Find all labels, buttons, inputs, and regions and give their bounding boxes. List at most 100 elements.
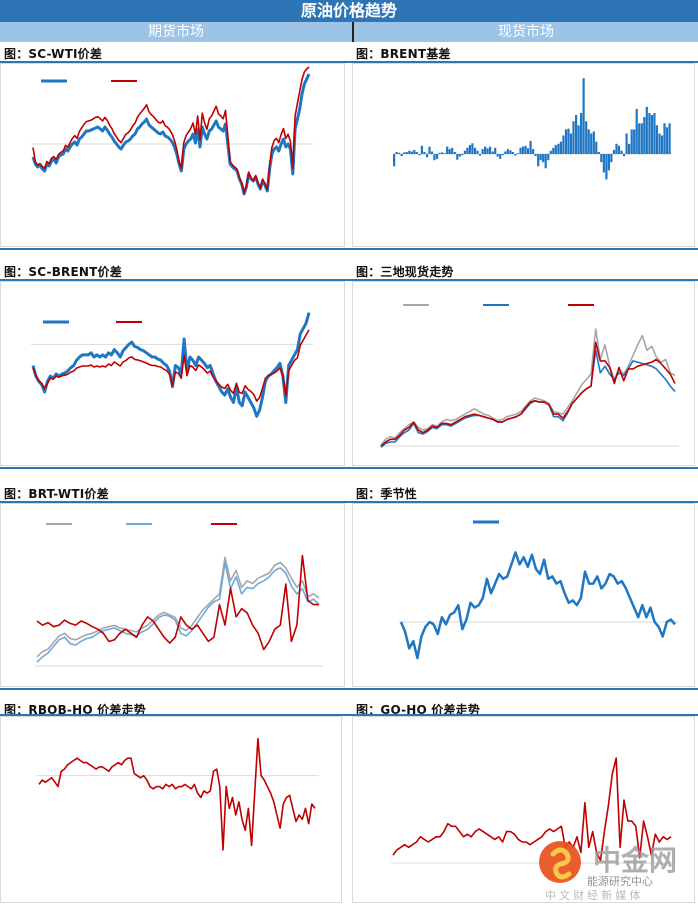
divider-rule [0,279,698,281]
bar [542,154,545,163]
bar [544,154,547,169]
series-line-3 [36,554,319,651]
series-line-1 [399,551,676,660]
chart-title-three-spot: 图：三地现货走势 [356,265,454,279]
bar [564,129,568,154]
section-futures-header: 期货市场 [0,22,352,42]
bar [481,149,484,154]
divider-rule [0,61,698,63]
chart-title-brent-basis: 图：BRENT基差 [356,47,451,61]
chart-go-ho [391,757,675,864]
series-line-2 [36,561,320,663]
bar [461,154,464,156]
bar [476,150,479,154]
bar [410,151,413,154]
bar [425,154,429,158]
bar [668,123,671,155]
bar [597,152,600,154]
chart-title-go-ho: 图：GO-HO 价差走势 [356,703,481,717]
bar [592,131,595,154]
bar [610,154,613,163]
series-line-1 [392,757,672,862]
bar [446,146,449,154]
bar [516,153,519,154]
bar [640,123,643,155]
bar [628,143,631,155]
bar [582,78,585,154]
bar [448,149,451,154]
bar [645,106,648,154]
chart-seasonality [399,520,679,660]
bar [587,129,590,154]
chart-panel-go-ho [352,716,695,903]
chart-brent-basis [393,78,671,180]
bar [463,150,466,154]
bar [466,147,469,154]
bar [557,143,560,155]
bar [602,154,605,173]
series-line-1 [38,737,316,851]
bar [423,152,426,154]
bar [567,128,570,154]
bar [534,154,537,157]
bar [615,143,618,155]
bar [529,140,532,154]
chart-title-seasonality: 图：季节性 [356,487,418,501]
bar [415,152,418,154]
divider-rule [0,688,698,690]
bar [590,133,593,154]
bar [526,148,530,154]
bar [552,147,555,154]
bar [443,153,446,154]
chart-sc-wti [31,66,313,196]
series-line-2 [380,349,676,448]
bar [665,127,669,154]
bar [521,146,525,154]
bar [577,125,580,154]
bar [453,152,456,154]
chart-sc-brent [31,312,313,418]
chart-panel-brt-wti [0,503,345,687]
bar [549,150,552,154]
bar [663,123,666,155]
chart-brt-wti [35,523,323,667]
bar [506,149,509,154]
bar [547,154,550,161]
bar [569,133,573,154]
bar [595,141,598,154]
bar [653,113,656,154]
series-line-3 [380,341,676,447]
bar [612,149,616,154]
bar [575,115,578,154]
divider-rule [0,248,698,250]
bar [458,154,461,157]
bar [605,154,608,180]
bar [428,146,431,154]
bar [633,129,636,154]
bar [501,154,504,156]
bar [408,150,411,154]
bar [660,135,664,154]
chart-title-sc-brent: 图：SC-BRENT价差 [4,265,122,279]
chart-title-sc-wti: 图：SC-WTI价差 [4,47,103,61]
bar [451,147,454,154]
bar [441,152,444,154]
bar [514,154,517,156]
bar [418,154,421,156]
bar [473,147,477,154]
bar [491,151,494,154]
bar [519,147,522,154]
chart-panel-rbob-ho [0,716,342,903]
bar [509,150,512,154]
bar [413,149,416,154]
bar [420,145,423,154]
bar [562,135,565,154]
bar [436,154,439,159]
series-line-1 [31,73,311,196]
bar [554,145,557,154]
chart-title-brt-wti: 图：BRT-WTI价差 [4,487,109,501]
bar [400,154,403,157]
section-spot-header: 现货市场 [354,22,698,42]
bar [403,152,406,154]
bar [496,154,499,157]
